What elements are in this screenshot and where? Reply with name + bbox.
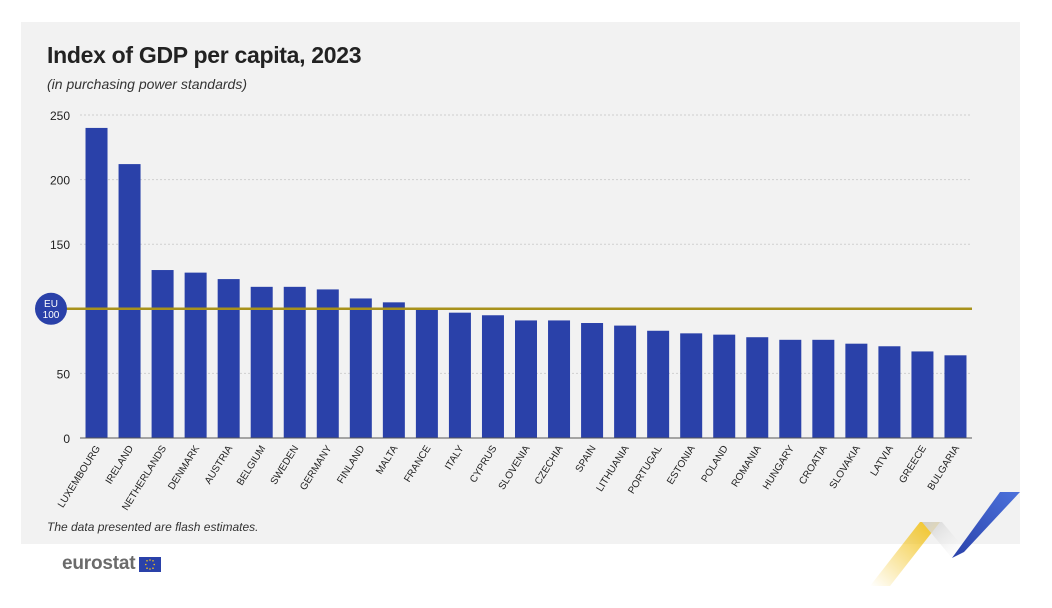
bar	[382, 302, 405, 438]
y-tick-label: 150	[50, 238, 70, 252]
eu-badge-value: 100	[43, 310, 60, 321]
bar	[911, 351, 934, 438]
bar	[746, 337, 769, 438]
bar	[316, 289, 339, 438]
bar	[250, 286, 273, 438]
x-tick-label: CYPRUS	[468, 443, 500, 484]
bar	[118, 164, 141, 438]
eu-badge	[35, 292, 67, 325]
x-tick-label: DENMARK	[166, 443, 202, 492]
bar	[581, 323, 604, 438]
bar	[878, 346, 901, 438]
y-tick-label: 50	[57, 367, 71, 381]
x-tick-label: GREECE	[897, 443, 929, 485]
bar	[283, 286, 306, 438]
x-tick-label: LUXEMBOURG	[56, 444, 103, 510]
x-tick-label: ROMANIA	[730, 443, 764, 489]
logo-text: eurostat	[62, 553, 136, 574]
x-tick-label: IRELAND	[104, 444, 136, 487]
x-tick-label: AUSTRIA	[203, 443, 235, 486]
bar	[481, 315, 504, 438]
x-tick-label: HUNGARY	[761, 443, 797, 491]
chart-subtitle: (in purchasing power standards)	[47, 76, 247, 92]
x-tick-label: ITALY	[443, 443, 466, 471]
bar	[151, 270, 174, 438]
x-tick-label: GERMANY	[298, 443, 334, 492]
y-tick-label: 0	[63, 432, 70, 446]
x-tick-label: SWEDEN	[269, 444, 302, 487]
x-tick-label: FINLAND	[335, 444, 367, 486]
x-tick-label: LATVIA	[869, 443, 896, 478]
bar	[845, 343, 868, 438]
chart-title: Index of GDP per capita, 2023	[47, 42, 362, 68]
x-tick-label: POLAND	[700, 444, 731, 485]
x-tick-label: SLOVENIA	[497, 443, 533, 492]
decorative-chevron	[870, 492, 1020, 586]
x-tick-label: MALTA	[374, 443, 400, 476]
x-tick-label: BELGIUM	[235, 444, 268, 488]
bars	[85, 127, 967, 439]
bar	[349, 298, 372, 438]
x-tick-label: SLOVAKIA	[828, 443, 863, 490]
eurostat-logo: eurostat	[62, 553, 162, 575]
bar	[184, 272, 207, 438]
bar	[944, 355, 967, 438]
bar	[680, 333, 703, 438]
eu-flag-icon	[139, 556, 162, 572]
y-tick-label: 200	[50, 174, 70, 188]
x-tick-label: SPAIN	[574, 444, 599, 475]
x-tick-label: PORTUGAL	[626, 443, 665, 496]
x-tick-label: CZECHIA	[533, 443, 566, 486]
bar	[515, 320, 537, 438]
x-tick-label: LITHUANIA	[595, 443, 632, 493]
bar	[217, 279, 240, 438]
x-tick-label: ESTONIA	[665, 443, 698, 486]
bar	[548, 320, 571, 438]
bar	[448, 312, 471, 438]
bar	[812, 339, 835, 438]
bar	[713, 334, 736, 438]
eu-badge-label: EU	[44, 299, 58, 310]
bar	[85, 127, 108, 439]
bar	[647, 330, 670, 438]
y-axis-tick-labels: 0 50 150 200 250	[50, 109, 70, 446]
footnote: The data presented are flash estimates.	[47, 520, 259, 534]
bar	[415, 308, 438, 438]
bar	[779, 339, 802, 438]
bar	[614, 325, 637, 438]
y-tick-label: 250	[50, 109, 70, 123]
x-tick-label: CROATIA	[797, 443, 830, 486]
x-tick-label: FRANCE	[402, 443, 433, 484]
